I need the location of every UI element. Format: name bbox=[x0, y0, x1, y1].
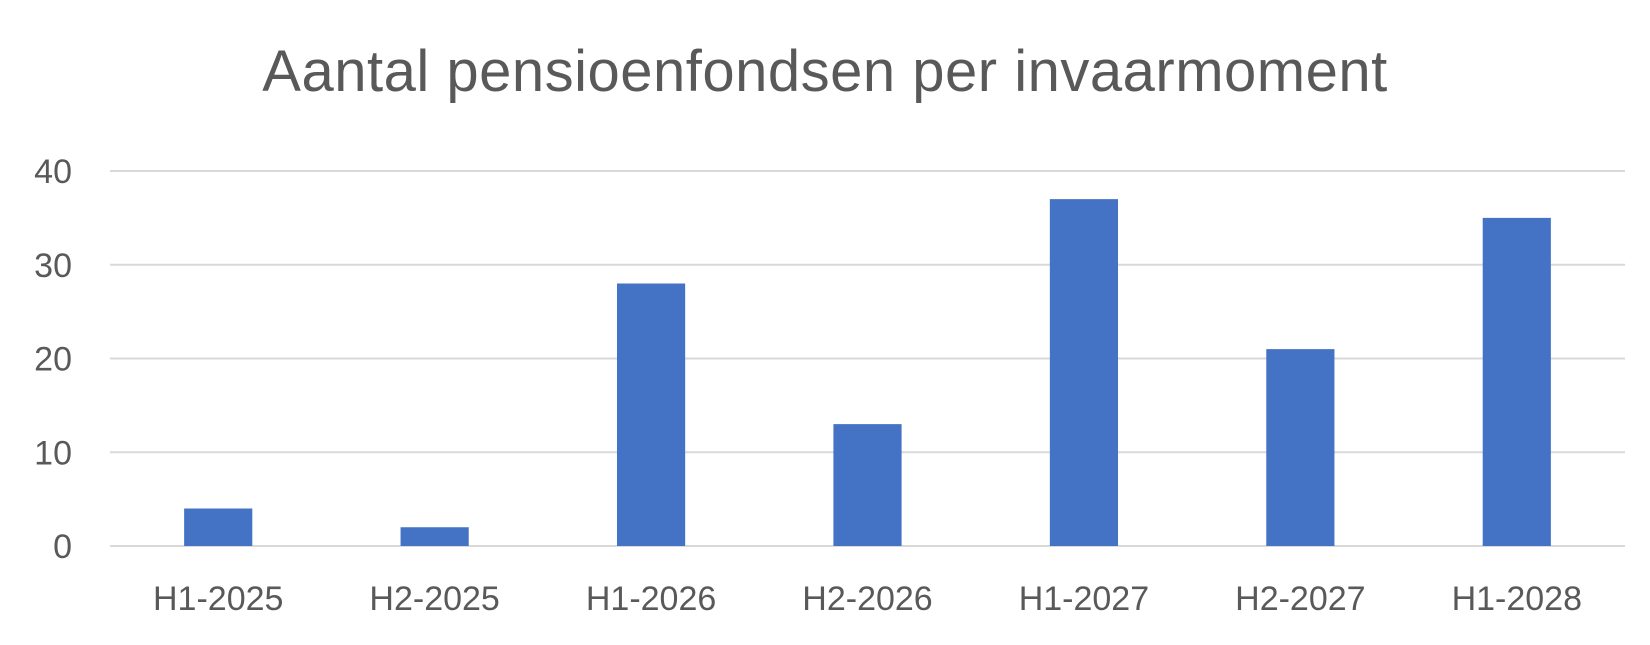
y-tick-label: 30 bbox=[34, 247, 72, 285]
bar-h1-2026 bbox=[616, 283, 686, 546]
chart-title: Aantal pensioenfondsen per invaarmoment bbox=[262, 39, 1388, 104]
y-axis-ticks: 0 10 20 30 40 bbox=[34, 153, 72, 566]
y-tick-label: 10 bbox=[34, 434, 72, 472]
y-tick-label: 0 bbox=[53, 528, 72, 566]
bar-h1-2028 bbox=[1482, 217, 1551, 546]
x-tick-label: H2-2027 bbox=[1235, 580, 1365, 618]
x-tick-label: H1-2027 bbox=[1019, 580, 1149, 618]
bar-h2-2026 bbox=[833, 424, 902, 546]
x-tick-label: H1-2026 bbox=[586, 580, 716, 618]
bars bbox=[184, 199, 1551, 546]
bar-h2-2027 bbox=[1266, 349, 1335, 546]
y-tick-label: 20 bbox=[34, 341, 72, 379]
x-tick-label: H1-2028 bbox=[1452, 580, 1582, 618]
y-tick-label: 40 bbox=[34, 153, 72, 191]
x-tick-label: H2-2025 bbox=[369, 580, 499, 618]
bar-h1-2027 bbox=[1049, 199, 1119, 546]
bar-h1-2025 bbox=[184, 508, 253, 546]
x-axis-ticks: H1-2025 H2-2025 H1-2026 H2-2026 H1-2027 H2-20… bbox=[153, 580, 1582, 618]
bar-h2-2025 bbox=[400, 527, 469, 546]
x-tick-label: H1-2025 bbox=[153, 580, 283, 618]
x-tick-label: H2-2026 bbox=[802, 580, 932, 618]
